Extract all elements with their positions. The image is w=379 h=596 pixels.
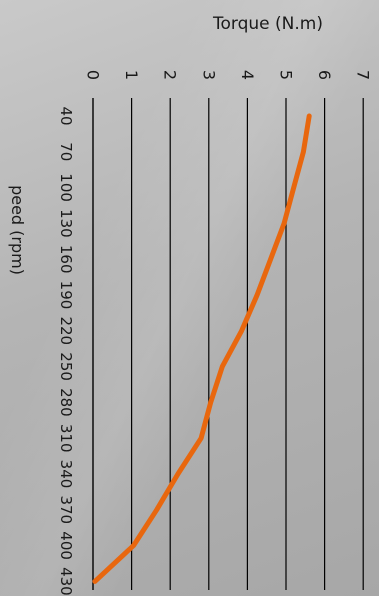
data-point	[254, 292, 260, 298]
x-tick-label: 250	[57, 352, 75, 381]
x-tick-label: 400	[57, 531, 75, 560]
torque-tick-labels: 0 1 2 3 4 5 6 7	[84, 70, 373, 80]
data-point	[306, 113, 312, 119]
data-point	[281, 221, 287, 226]
data-point	[239, 328, 244, 333]
series-group	[92, 113, 312, 584]
series-line	[92, 113, 312, 584]
data-point	[131, 543, 136, 548]
x-axis-label: peed (rpm)	[8, 185, 27, 275]
x-tick-label: 310	[57, 424, 75, 453]
y-tick-label: 0	[84, 70, 103, 80]
x-tick-label: 100	[57, 173, 75, 202]
y-tick-label: 5	[277, 70, 296, 80]
data-point	[301, 149, 306, 154]
y-axis-label: Torque (N.m)	[212, 14, 323, 34]
speed-tick-labels: 40 70 100 130 160 190 220 250 280 310 340 370 400 430	[57, 106, 75, 595]
data-point	[291, 185, 296, 190]
x-tick-label: 190	[57, 281, 75, 310]
x-tick-label: 280	[57, 388, 75, 417]
x-tick-label: 370	[57, 495, 75, 524]
y-tick-label: 3	[199, 70, 218, 80]
data-point	[208, 400, 213, 405]
y-tick-label: 2	[161, 70, 180, 80]
x-tick-label: 70	[57, 142, 75, 161]
y-tick-label: 4	[238, 70, 257, 80]
x-tick-label: 160	[57, 245, 75, 274]
y-tick-label: 6	[315, 70, 334, 80]
gridlines	[92, 98, 364, 590]
x-tick-label: 40	[57, 106, 75, 125]
x-tick-label: 430	[57, 567, 75, 596]
x-tick-label: 130	[57, 209, 75, 238]
y-tick-label: 1	[122, 70, 141, 80]
x-tick-label: 220	[57, 316, 75, 345]
data-point	[154, 507, 159, 512]
data-point	[198, 436, 204, 441]
x-tick-label: 340	[57, 460, 75, 489]
y-tick-label: 7	[354, 70, 373, 80]
data-point	[175, 471, 181, 477]
data-point	[92, 579, 98, 584]
data-point	[268, 257, 273, 262]
data-point	[220, 364, 225, 369]
